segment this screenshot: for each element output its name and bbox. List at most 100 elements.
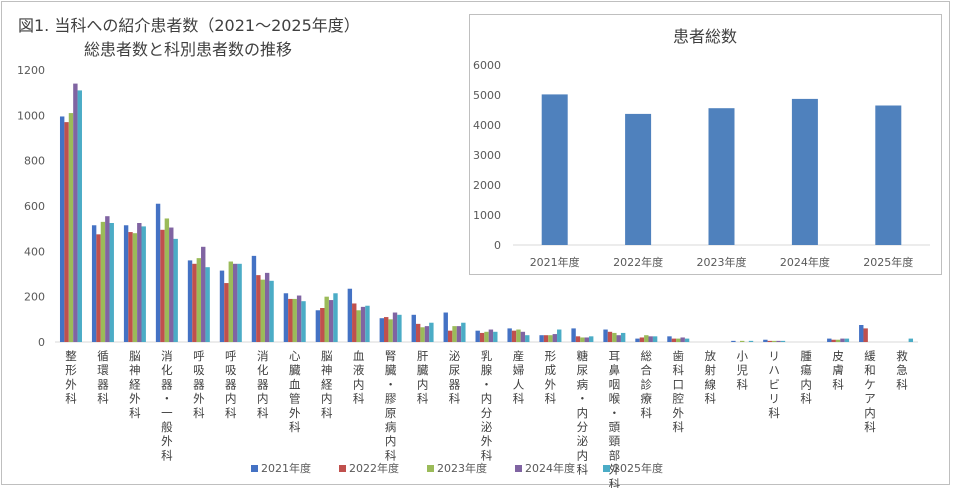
main-bars xyxy=(59,83,914,343)
x-tick-label: リハビリ科 xyxy=(768,349,780,420)
inset-y-tick-label: 4000 xyxy=(473,119,501,132)
inset-y-tick-label: 2000 xyxy=(473,179,501,192)
legend-item: 2022年度 xyxy=(339,461,399,475)
bar xyxy=(844,338,850,342)
bar xyxy=(671,338,677,342)
bar xyxy=(740,340,745,342)
inset-x-tick-label: 2024年度 xyxy=(780,255,830,269)
x-tick-label: 総合診療科 xyxy=(641,349,653,420)
main-x-tick-labels: 整形外科 循環器科 脳神経外科 消化器・一般外科 呼吸器外科 呼吸器内科 消化器内科 心臓血管… xyxy=(65,349,908,488)
bar xyxy=(100,221,106,342)
x-tick-label: 消化器・一般外科 xyxy=(161,349,173,462)
bar xyxy=(639,337,645,342)
bar xyxy=(187,260,193,342)
x-tick-label: 循環器科 xyxy=(97,349,109,406)
bar xyxy=(456,326,462,342)
bar xyxy=(415,323,421,342)
bar xyxy=(771,340,777,342)
bar xyxy=(328,300,334,342)
legend-item: 2024年度 xyxy=(515,461,575,475)
bar xyxy=(155,203,161,342)
bar xyxy=(384,317,389,342)
bar xyxy=(105,216,110,342)
bar xyxy=(315,310,321,342)
inset-x-tick-label: 2021年度 xyxy=(530,255,580,269)
bar xyxy=(420,327,425,342)
x-tick-label: 耳鼻咽喉・頭頸部外科 xyxy=(609,349,621,488)
inset-bar xyxy=(541,94,568,246)
bar xyxy=(644,335,649,342)
bar xyxy=(59,116,65,342)
bar xyxy=(77,90,82,343)
legend-swatch xyxy=(603,465,610,472)
bar xyxy=(612,332,617,342)
x-tick-label: 消化器内科 xyxy=(257,349,269,420)
bar xyxy=(256,275,261,342)
x-tick-label: 救急科 xyxy=(896,349,908,391)
legend-label: 2025年度 xyxy=(613,461,663,475)
bar xyxy=(539,335,544,342)
bar xyxy=(173,238,178,342)
bar xyxy=(141,226,146,342)
x-tick-label: 整形外科 xyxy=(65,349,77,406)
bar xyxy=(137,223,142,342)
bar xyxy=(543,335,549,342)
bar xyxy=(424,326,430,342)
bar xyxy=(360,306,366,342)
bar xyxy=(620,332,626,342)
bar xyxy=(169,227,174,342)
bar xyxy=(68,113,74,342)
bar xyxy=(219,270,225,342)
bar xyxy=(128,232,133,342)
legend-swatch xyxy=(515,465,522,472)
inset-bar xyxy=(625,113,652,246)
bar xyxy=(552,334,558,342)
inset-axes: 0 1000 2000 3000 4000 5000 6000 2021年度 2022年度 202… xyxy=(473,59,930,269)
bar xyxy=(73,83,78,342)
bar xyxy=(484,331,489,342)
bar xyxy=(296,295,302,342)
bar xyxy=(269,280,274,342)
bar xyxy=(520,331,526,342)
y-tick-label: 0 xyxy=(38,336,45,349)
x-tick-label: 形成外科 xyxy=(545,349,557,406)
legend-swatch xyxy=(339,465,346,472)
bar xyxy=(109,223,114,342)
x-tick-label: 歯科口腔外科 xyxy=(673,349,685,434)
legend-swatch xyxy=(251,465,258,472)
bar xyxy=(379,318,385,342)
bar xyxy=(320,308,325,342)
x-tick-label: 呼吸器外科 xyxy=(193,349,205,420)
bar xyxy=(224,283,229,342)
bar xyxy=(388,319,393,342)
bar xyxy=(684,338,690,342)
bar xyxy=(96,234,101,342)
bar xyxy=(767,340,772,342)
chart-title-line2: 総患者数と科別患者数の推移 xyxy=(84,40,293,59)
bar xyxy=(283,293,289,342)
bar xyxy=(292,298,297,342)
bar xyxy=(392,312,398,342)
bar xyxy=(64,122,69,342)
inset-x-tick-label: 2023年度 xyxy=(697,255,747,269)
bar xyxy=(333,293,338,342)
bar xyxy=(652,336,658,342)
bar xyxy=(251,255,257,342)
bar xyxy=(475,330,480,342)
bar xyxy=(908,338,914,342)
x-tick-label: 脳神経内科 xyxy=(321,349,333,420)
bar xyxy=(461,322,466,342)
bar xyxy=(731,340,736,342)
y-tick-label: 1200 xyxy=(17,64,45,77)
inset-y-tick-label: 1000 xyxy=(473,209,501,222)
inset-y-tick-label: 5000 xyxy=(473,89,501,102)
bar xyxy=(260,279,265,342)
legend-item: 2025年度 xyxy=(603,461,663,475)
x-tick-label: 乳腺・内分泌外科 xyxy=(481,349,493,462)
bar xyxy=(588,336,594,342)
chart-title-line1: 図1. 当科への紹介患者数（2021～2025年度） xyxy=(18,16,360,35)
bar xyxy=(347,288,353,342)
y-tick-label: 800 xyxy=(24,155,45,168)
inset-bars xyxy=(541,94,902,246)
